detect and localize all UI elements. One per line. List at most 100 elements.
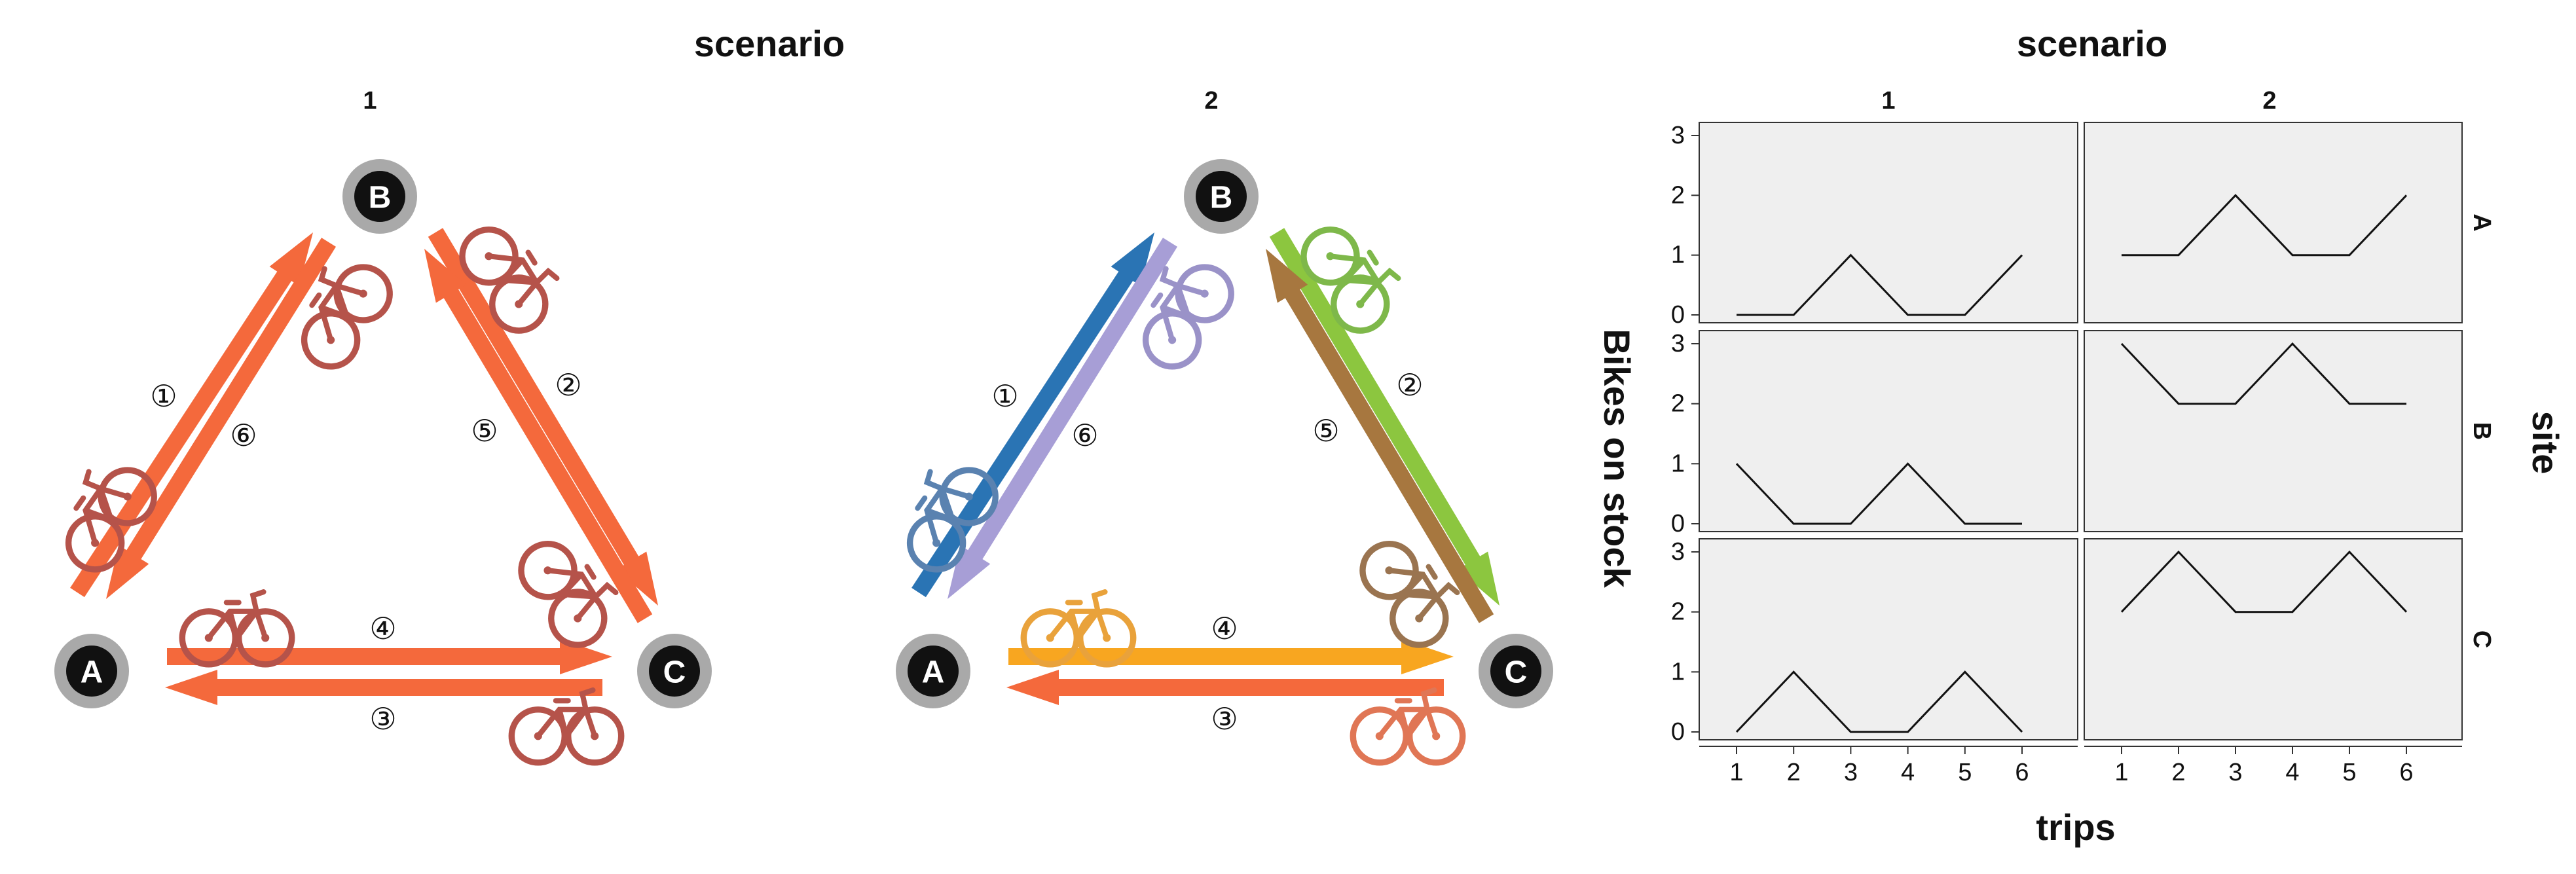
site-node-label: C — [663, 655, 686, 690]
site-nodes: A B C — [896, 159, 1553, 708]
scenario-2-label: 2 — [1204, 87, 1218, 115]
panel-1-C — [1699, 538, 2078, 740]
row-facet-label-b: B — [2468, 422, 2495, 440]
x-tick-label: 5 — [1958, 759, 1972, 786]
panel-2-C — [2084, 538, 2463, 740]
trip-1-label: ① — [991, 378, 1018, 414]
x-tick-label: 6 — [2015, 759, 2029, 786]
scenario-2-diagram: 2 ① ② ③ ④ ⑤ ⑥ A B C — [883, 87, 1553, 763]
x-tick-label: 5 — [2342, 759, 2356, 786]
y-tick-label: 2 — [1671, 390, 1685, 418]
x-tick-label: 2 — [2171, 759, 2185, 786]
x-tick-label: 2 — [1787, 759, 1801, 786]
y-tick-label: 1 — [1671, 242, 1685, 269]
site-nodes: A B C — [54, 159, 712, 708]
bike-icon — [511, 690, 621, 763]
bike-icon — [1353, 690, 1462, 763]
column-facet-label-1: 1 — [1881, 87, 1895, 115]
trip-4-label: ④ — [369, 611, 396, 646]
faceted-line-chart: scenario 1 2 Bikes on stock site trips A… — [1596, 23, 2566, 848]
chart-panels — [1699, 122, 2463, 740]
row-facet-label-a: A — [2468, 213, 2495, 231]
series-line-scenario-1-site-B — [1735, 462, 2022, 525]
panel-1-B — [1699, 330, 2078, 532]
trip-6-arrow — [106, 238, 336, 600]
trip-1-arrow — [70, 232, 313, 598]
row-facet-label-c: C — [2468, 630, 2495, 648]
x-tick-label: 6 — [2399, 759, 2413, 786]
trip-2-arrow — [1269, 228, 1500, 606]
scenario-1-diagram: 1 ① ② ③ ④ ⑤ ⑥ A B C — [42, 87, 712, 763]
trip-3-label: ③ — [1211, 701, 1238, 737]
series-line-scenario-1-site-A — [1737, 253, 2023, 316]
site-node-b: B — [1184, 159, 1259, 234]
site-node-label: A — [81, 655, 103, 690]
x-tick-label: 4 — [2285, 759, 2299, 786]
trip-arrows — [911, 228, 1500, 705]
trip-1-label: ① — [150, 378, 177, 414]
site-node-label: B — [1210, 181, 1233, 215]
site-node-label: A — [922, 655, 945, 690]
trip-5-arrow — [1266, 249, 1494, 623]
y-tick-label: 3 — [1671, 122, 1685, 149]
series-line-scenario-2-site-A — [2122, 194, 2408, 257]
y-tick-label: 0 — [1671, 301, 1685, 329]
y-axis-label: Bikes on stock — [1596, 329, 1638, 588]
x-tick-label: 3 — [2228, 759, 2242, 786]
panel-2-B — [2084, 330, 2463, 532]
row-facet-labels: A B C — [2468, 213, 2495, 648]
x-tick-label: 1 — [1729, 759, 1743, 786]
trip-5-label: ⑤ — [1312, 413, 1339, 448]
trip-4-label: ④ — [1211, 611, 1238, 646]
x-tick-label: 4 — [1901, 759, 1915, 786]
trip-1-arrow — [911, 232, 1154, 598]
site-node-c: C — [637, 634, 712, 708]
trip-2-label: ② — [555, 367, 581, 403]
trip-2-label: ② — [1396, 367, 1423, 403]
y-tick-label: 0 — [1671, 718, 1685, 746]
site-node-a: A — [54, 634, 129, 708]
x-tick-label: 1 — [2114, 759, 2128, 786]
trip-5-arrow — [424, 249, 653, 623]
y-tick-label: 1 — [1671, 658, 1685, 685]
site-node-c: C — [1479, 634, 1553, 708]
row-facet-title: site — [2525, 411, 2566, 475]
diagram-title: scenario — [694, 23, 845, 64]
trip-3-label: ③ — [369, 701, 396, 737]
trip-4-arrow — [167, 639, 612, 674]
chart-title: scenario — [2017, 23, 2167, 64]
column-facet-label-2: 2 — [2262, 87, 2276, 115]
series-line-scenario-2-site-C — [2120, 550, 2408, 613]
trip-6-label: ⑥ — [1071, 418, 1098, 453]
trip-6-label: ⑥ — [230, 418, 257, 453]
y-tick-label: 0 — [1671, 510, 1685, 537]
trip-2-arrow — [428, 228, 658, 606]
panel-1-A — [1699, 122, 2078, 323]
trip-number-labels: ① ② ③ ④ ⑤ ⑥ — [991, 367, 1423, 737]
site-node-label: C — [1505, 655, 1528, 690]
y-tick-label: 1 — [1671, 450, 1685, 477]
trip-6-arrow — [948, 238, 1177, 600]
diagram-section: scenario 1 ① ② ③ ④ ⑤ ⑥ A B C 2 ① ② ③ ④ ⑤ ⑥ A B C — [42, 23, 1553, 763]
scenario-1-label: 1 — [363, 87, 377, 115]
panel-2-A — [2084, 122, 2463, 323]
series-line-scenario-2-site-B — [2120, 342, 2406, 405]
series-line-scenario-1-site-C — [1735, 670, 2023, 733]
y-tick-label: 3 — [1671, 330, 1685, 357]
trip-4-arrow — [1008, 639, 1454, 674]
trip-3-arrow — [1006, 670, 1444, 705]
site-node-a: A — [896, 634, 970, 708]
x-axis-label: trips — [2036, 807, 2115, 848]
y-tick-label: 3 — [1671, 538, 1685, 566]
trip-5-label: ⑤ — [471, 413, 498, 448]
trip-3-arrow — [165, 670, 602, 705]
y-tick-label: 2 — [1671, 598, 1685, 626]
site-node-label: B — [369, 181, 392, 215]
x-tick-label: 3 — [1844, 759, 1858, 786]
site-node-b: B — [342, 159, 417, 234]
y-tick-label: 2 — [1671, 181, 1685, 209]
trip-arrows — [70, 228, 658, 705]
trip-number-labels: ① ② ③ ④ ⑤ ⑥ — [150, 367, 581, 737]
